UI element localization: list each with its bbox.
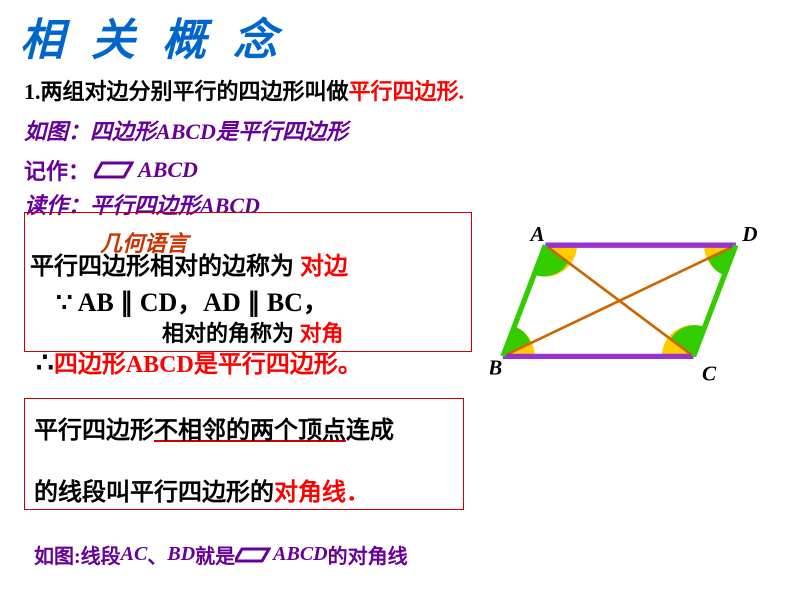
bottom-abcd: ABCDABCD的对角线 — [273, 543, 327, 566]
because-line: ∵ AB ∥ CD，AD ∥ BC， — [56, 282, 329, 319]
bottom-bd: BD — [167, 543, 195, 566]
opp-side: 对边 — [300, 254, 348, 280]
diagonal-text-1: 平行四边形不相邻的两个顶点连成 — [34, 410, 394, 445]
label-a: A — [528, 224, 544, 246]
page-title: 相 关 概 念 — [0, 0, 794, 72]
opp-angle: 对角 — [300, 321, 344, 346]
record-line: 记作： ABCD — [0, 152, 794, 188]
bottom-mid: 就是 — [195, 540, 235, 569]
def-prefix: 1.两组对边分别平行的四边形叫做 — [24, 79, 349, 104]
abcd-label: ABCD — [156, 119, 216, 144]
diag1-suffix: 连成 — [346, 418, 394, 444]
opp-side-prefix: 平行四边形相对的边称为 — [30, 254, 300, 280]
therefore-symbol: ∴ — [36, 348, 54, 379]
def-highlight: 平行四边形. — [349, 79, 465, 104]
record-prefix: 记作： — [24, 154, 90, 186]
parallelogram-icon-2 — [235, 545, 271, 565]
therefore-line: ∴四边形ABCD是平行四边形。 — [36, 344, 362, 380]
bottom-prefix: 如图:线段 — [34, 540, 121, 569]
therefore-text: 四边形ABCD是平行四边形。 — [54, 352, 362, 378]
is-para: 是平行四边形 — [216, 119, 348, 144]
opp-angle-prefix: 相对的角称为 — [162, 321, 300, 346]
diag2-prefix: 的线段叫平行四边形的 — [34, 480, 274, 506]
record-abcd: ABCD — [138, 157, 198, 183]
definition-line: 1.两组对边分别平行的四边形叫做平行四边形. — [0, 72, 794, 108]
diag2-red: 对角线． — [274, 480, 370, 506]
label-d: D — [741, 224, 757, 246]
label-c: C — [702, 362, 717, 386]
parallelogram-diagram: A D B C — [490, 224, 770, 404]
diagonal-text-2: 的线段叫平行四边形的对角线． — [34, 472, 370, 507]
bottom-ac: AC — [121, 543, 148, 566]
diag1-underline: 不相邻的两个顶点 — [154, 418, 346, 444]
as-shown-line: 如图：四边形ABCD是平行四边形 — [0, 108, 794, 152]
because-text: ∵ AB ∥ CD，AD ∥ BC， — [56, 288, 329, 317]
bottom-caption: 如图:线段 AC 、 BD 就是 ABCDABCD的对角线 的对角线 — [34, 540, 408, 569]
as-shown-prefix: 如图：四边形 — [24, 119, 156, 144]
bottom-suffix-text: 的对角线 — [328, 540, 408, 569]
label-b: B — [490, 355, 502, 379]
parallelogram-icon — [94, 159, 134, 181]
diag1-prefix: 平行四边形 — [34, 418, 154, 444]
opposite-side-line: 平行四边形相对的边称为 对边 — [30, 246, 348, 281]
bottom-sep: 、 — [147, 540, 167, 569]
